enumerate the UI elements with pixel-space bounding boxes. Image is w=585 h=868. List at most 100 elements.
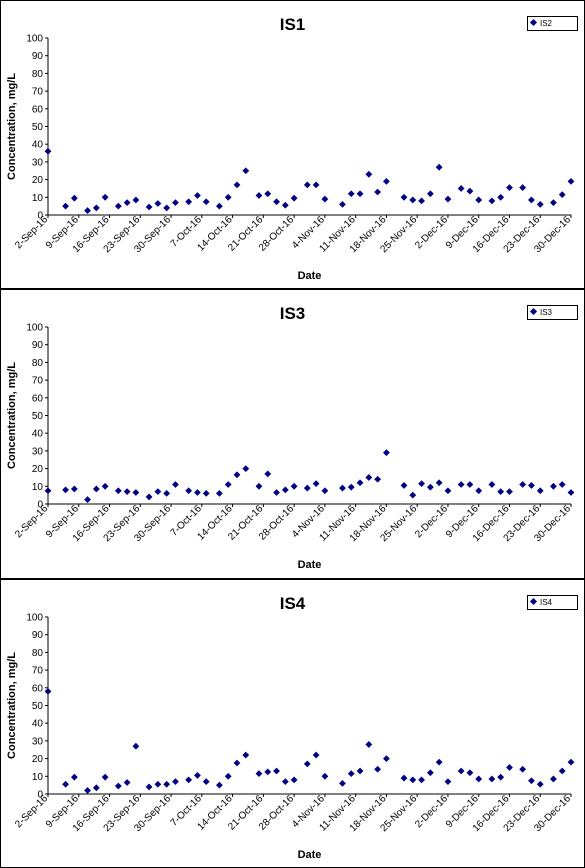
chart-title: IS4 bbox=[279, 594, 306, 613]
data-point bbox=[145, 493, 153, 501]
data-point bbox=[339, 200, 346, 208]
data-point bbox=[84, 496, 91, 503]
data-point bbox=[383, 449, 390, 457]
y-tick-label: 80 bbox=[32, 69, 44, 80]
chart-legend: IS2 bbox=[527, 16, 578, 31]
data-point bbox=[339, 484, 346, 492]
data-point bbox=[475, 775, 483, 783]
data-point bbox=[194, 192, 201, 199]
data-point bbox=[409, 196, 417, 204]
x-axis-label: Date bbox=[298, 849, 322, 861]
data-point bbox=[264, 768, 272, 776]
data-point bbox=[466, 769, 474, 777]
y-tick-label: 100 bbox=[26, 323, 43, 334]
chart-title: IS1 bbox=[279, 15, 306, 34]
data-point bbox=[444, 487, 452, 495]
data-point bbox=[123, 779, 131, 786]
data-point bbox=[444, 195, 452, 203]
data-point bbox=[62, 202, 69, 210]
data-point bbox=[145, 783, 153, 791]
y-tick-label: 40 bbox=[32, 140, 44, 151]
data-point bbox=[114, 202, 122, 210]
data-point bbox=[506, 764, 513, 771]
data-point bbox=[426, 483, 434, 491]
data-point bbox=[101, 482, 109, 490]
data-point bbox=[62, 486, 69, 494]
data-point bbox=[457, 185, 465, 192]
data-point bbox=[365, 474, 373, 481]
chart-legend: IS4 bbox=[527, 595, 578, 610]
data-point bbox=[435, 479, 443, 487]
data-point bbox=[216, 202, 223, 210]
data-point bbox=[114, 487, 122, 495]
data-point bbox=[194, 772, 201, 779]
data-point bbox=[255, 482, 263, 490]
data-point bbox=[347, 483, 355, 491]
data-point bbox=[536, 200, 544, 208]
data-point bbox=[374, 475, 382, 483]
chart-plot: 01020304050607080901002-Sep-169-Sep-1616… bbox=[6, 34, 575, 282]
data-point bbox=[400, 193, 408, 201]
legend-label: IS2 bbox=[540, 19, 553, 28]
data-point bbox=[145, 203, 153, 211]
data-point bbox=[365, 741, 373, 748]
data-point bbox=[356, 479, 364, 487]
y-tick-label: 70 bbox=[32, 87, 44, 98]
data-point bbox=[163, 489, 171, 497]
data-point bbox=[70, 773, 78, 781]
data-point bbox=[536, 780, 544, 788]
data-point bbox=[400, 774, 408, 782]
data-point bbox=[233, 471, 241, 479]
data-point bbox=[528, 777, 535, 785]
data-point bbox=[347, 770, 355, 778]
data-point bbox=[273, 489, 280, 496]
data-point bbox=[497, 488, 505, 496]
data-point bbox=[255, 192, 263, 199]
data-point bbox=[383, 755, 390, 762]
data-point bbox=[281, 201, 289, 209]
data-point bbox=[497, 773, 505, 781]
data-point bbox=[312, 480, 320, 488]
data-point bbox=[154, 780, 162, 788]
data-point bbox=[154, 200, 162, 207]
y-tick-label: 30 bbox=[32, 446, 44, 457]
data-point bbox=[550, 482, 557, 490]
y-tick-label: 10 bbox=[32, 193, 44, 204]
chart-panel-is1: 0 10 20 30 40 50 60 70 80 90 100 2-Sep-16 9-Sep-16 16… bbox=[0, 0, 585, 289]
y-tick-label: 40 bbox=[32, 429, 44, 440]
y-axis-label: Concentration, mg/L bbox=[6, 362, 18, 469]
chart-legend: IS3 bbox=[527, 305, 578, 320]
data-point bbox=[303, 484, 311, 492]
data-point bbox=[418, 197, 425, 205]
data-point bbox=[435, 758, 443, 766]
data-point bbox=[444, 778, 452, 786]
data-point bbox=[264, 470, 272, 478]
y-axis-label: Concentration, mg/L bbox=[6, 73, 18, 180]
data-point bbox=[528, 196, 535, 204]
y-tick-label: 50 bbox=[32, 122, 44, 133]
data-point bbox=[497, 193, 505, 201]
data-point bbox=[44, 147, 52, 155]
data-point bbox=[132, 489, 140, 496]
data-point bbox=[281, 486, 289, 494]
data-point bbox=[242, 167, 250, 175]
data-point bbox=[347, 190, 355, 198]
data-point bbox=[185, 198, 193, 206]
data-point bbox=[233, 759, 241, 767]
data-point bbox=[123, 488, 131, 496]
data-point bbox=[273, 198, 280, 206]
data-point bbox=[356, 190, 364, 198]
data-point bbox=[558, 481, 566, 488]
data-point bbox=[185, 776, 193, 784]
data-point bbox=[44, 487, 52, 495]
data-point bbox=[224, 481, 232, 488]
data-point bbox=[321, 772, 329, 780]
y-tick-label: 100 bbox=[26, 34, 43, 45]
data-point bbox=[242, 465, 250, 472]
data-point bbox=[123, 199, 131, 207]
data-point bbox=[466, 187, 474, 195]
data-point bbox=[84, 207, 91, 214]
y-tick-label: 100 bbox=[26, 613, 43, 624]
data-point bbox=[426, 769, 434, 777]
data-point bbox=[383, 177, 390, 185]
